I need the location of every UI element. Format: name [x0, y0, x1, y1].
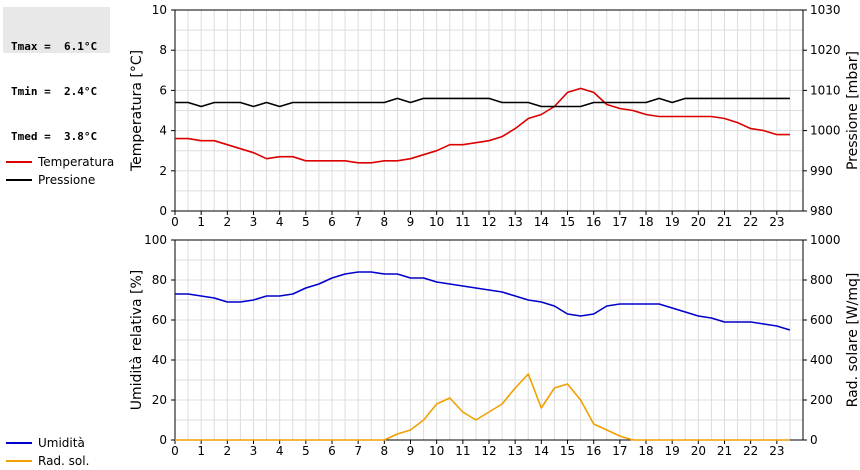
top-x-tick-label: 13: [508, 215, 523, 229]
bottom-x-tick-label: 0: [171, 444, 179, 458]
bottom-x-tick-label: 13: [508, 444, 523, 458]
bottom-x-tick-label: 10: [429, 444, 444, 458]
top-x-tick-label: 1: [197, 215, 205, 229]
bottom-x-tick-label: 15: [560, 444, 575, 458]
bottom-x-tick-label: 9: [407, 444, 415, 458]
top-y-axis-title: Temperatura [°C]: [129, 50, 145, 172]
top-x-tick-label: 7: [354, 215, 362, 229]
top-x-tick-label: 16: [586, 215, 601, 229]
bottom-y-tick-label: 0: [159, 433, 167, 447]
bottom-x-tick-label: 20: [691, 444, 706, 458]
top-x-tick-label: 2: [224, 215, 232, 229]
top-series-0-line: [175, 87, 790, 164]
bottom-x-tick-label: 7: [354, 444, 362, 458]
top-x-tick-label: 23: [769, 215, 784, 229]
bottom-y2-tick-label: 800: [810, 273, 833, 287]
top-y-tick-label: 4: [159, 124, 167, 138]
top-x-tick-label: 9: [407, 215, 415, 229]
top-x-tick-label: 11: [455, 215, 470, 229]
legend-item-pressione: Pressione: [6, 171, 114, 189]
top-y-tick-label: 8: [159, 43, 167, 57]
top-y2-tick-label: 990: [810, 164, 833, 178]
legend-label-pressione: Pressione: [38, 173, 96, 187]
legend-swatch-temperatura: [6, 161, 32, 163]
top-y2-axis-title: Pressione [mbar]: [845, 51, 860, 170]
top-y2-tick-label: 1020: [810, 43, 841, 57]
top-y-tick-label: 2: [159, 164, 167, 178]
legend-label-temperatura: Temperatura: [38, 155, 115, 169]
bottom-y2-tick-label: 400: [810, 353, 833, 367]
bottom-x-tick-label: 6: [328, 444, 336, 458]
bottom-x-tick-label: 21: [717, 444, 732, 458]
bottom-series-0-line: [175, 271, 791, 331]
bottom-x-tick-label: 8: [381, 444, 389, 458]
bottom-x-tick-label: 11: [455, 444, 470, 458]
top-x-tick-label: 21: [717, 215, 732, 229]
bottom-y-tick-label: 40: [152, 353, 167, 367]
top-y2-tick-label: 980: [810, 204, 833, 218]
bottom-y2-tick-label: 600: [810, 313, 833, 327]
legend-swatch-rad-sol: [6, 460, 32, 462]
legend-label-umidita: Umidità: [38, 436, 85, 450]
legend-swatch-pressione: [6, 179, 32, 181]
top-x-tick-label: 8: [381, 215, 389, 229]
legend-item-temperatura: Temperatura: [6, 153, 114, 171]
bottom-y-tick-label: 80: [152, 273, 167, 287]
bottom-x-tick-label: 19: [665, 444, 680, 458]
bottom-x-tick-label: 17: [612, 444, 627, 458]
bottom-y2-axis-title: Rad. solare [W/mq]: [845, 273, 860, 408]
stats-box: Tmax = 6.1°C Tmin = 2.4°C Tmed = 3.8°C: [3, 7, 110, 143]
bottom-x-tick-label: 16: [586, 444, 601, 458]
top-y2-tick-label: 1010: [810, 83, 841, 97]
bottom-x-tick-label: 5: [302, 444, 310, 458]
bottom-x-tick-label: 23: [769, 444, 784, 458]
top-x-tick-label: 12: [481, 215, 496, 229]
top-x-tick-label: 14: [534, 215, 549, 229]
bottom-y-tick-label: 20: [152, 393, 167, 407]
bottom-x-tick-label: 1: [197, 444, 205, 458]
top-x-tick-label: 15: [560, 215, 575, 229]
top-x-tick-label: 0: [171, 215, 179, 229]
bottom-y-tick-label: 60: [152, 313, 167, 327]
bottom-series-1-line: [175, 373, 790, 441]
top-series-1-line: [175, 97, 790, 108]
top-y-tick-label: 0: [159, 204, 167, 218]
bottom-y2-tick-label: 0: [810, 433, 818, 447]
stat-tmax: Tmax = 6.1°C: [11, 40, 98, 53]
bottom-x-tick-label: 2: [224, 444, 232, 458]
bottom-y-axis-title: Umidità relativa [%]: [129, 270, 145, 411]
top-x-tick-label: 22: [743, 215, 758, 229]
bottom-x-tick-label: 18: [638, 444, 653, 458]
top-x-tick-label: 20: [691, 215, 706, 229]
bottom-x-tick-label: 12: [481, 444, 496, 458]
stat-tmin: Tmin = 2.4°C: [11, 85, 98, 98]
bottom-x-tick-label: 14: [534, 444, 549, 458]
top-x-tick-label: 6: [328, 215, 336, 229]
legend-item-umidita: Umidità: [6, 434, 89, 452]
legend-top: Temperatura Pressione: [6, 153, 114, 189]
charts-canvas: 0 1 2 3 4 5 6 7 8 9 10 11 12 13 14 15 16 17 18 19 20 21 22 2302…: [129, 3, 860, 458]
top-x-tick-label: 17: [612, 215, 627, 229]
bottom-y2-tick-label: 1000: [810, 233, 841, 247]
bottom-y2-tick-label: 200: [810, 393, 833, 407]
bottom-y-tick-label: 100: [144, 233, 167, 247]
top-y2-tick-label: 1000: [810, 124, 841, 138]
bottom-x-tick-label: 4: [276, 444, 284, 458]
stat-tmed: Tmed = 3.8°C: [11, 130, 98, 143]
top-y-tick-label: 6: [159, 83, 167, 97]
legend-swatch-umidita: [6, 442, 32, 444]
top-x-tick-label: 5: [302, 215, 310, 229]
top-x-tick-label: 4: [276, 215, 284, 229]
top-x-tick-label: 3: [250, 215, 258, 229]
bottom-x-tick-label: 22: [743, 444, 758, 458]
top-y-tick-label: 10: [152, 3, 167, 17]
top-x-tick-label: 10: [429, 215, 444, 229]
top-x-tick-label: 19: [665, 215, 680, 229]
top-x-tick-label: 18: [638, 215, 653, 229]
bottom-x-tick-label: 3: [250, 444, 258, 458]
top-y2-tick-label: 1030: [810, 3, 841, 17]
